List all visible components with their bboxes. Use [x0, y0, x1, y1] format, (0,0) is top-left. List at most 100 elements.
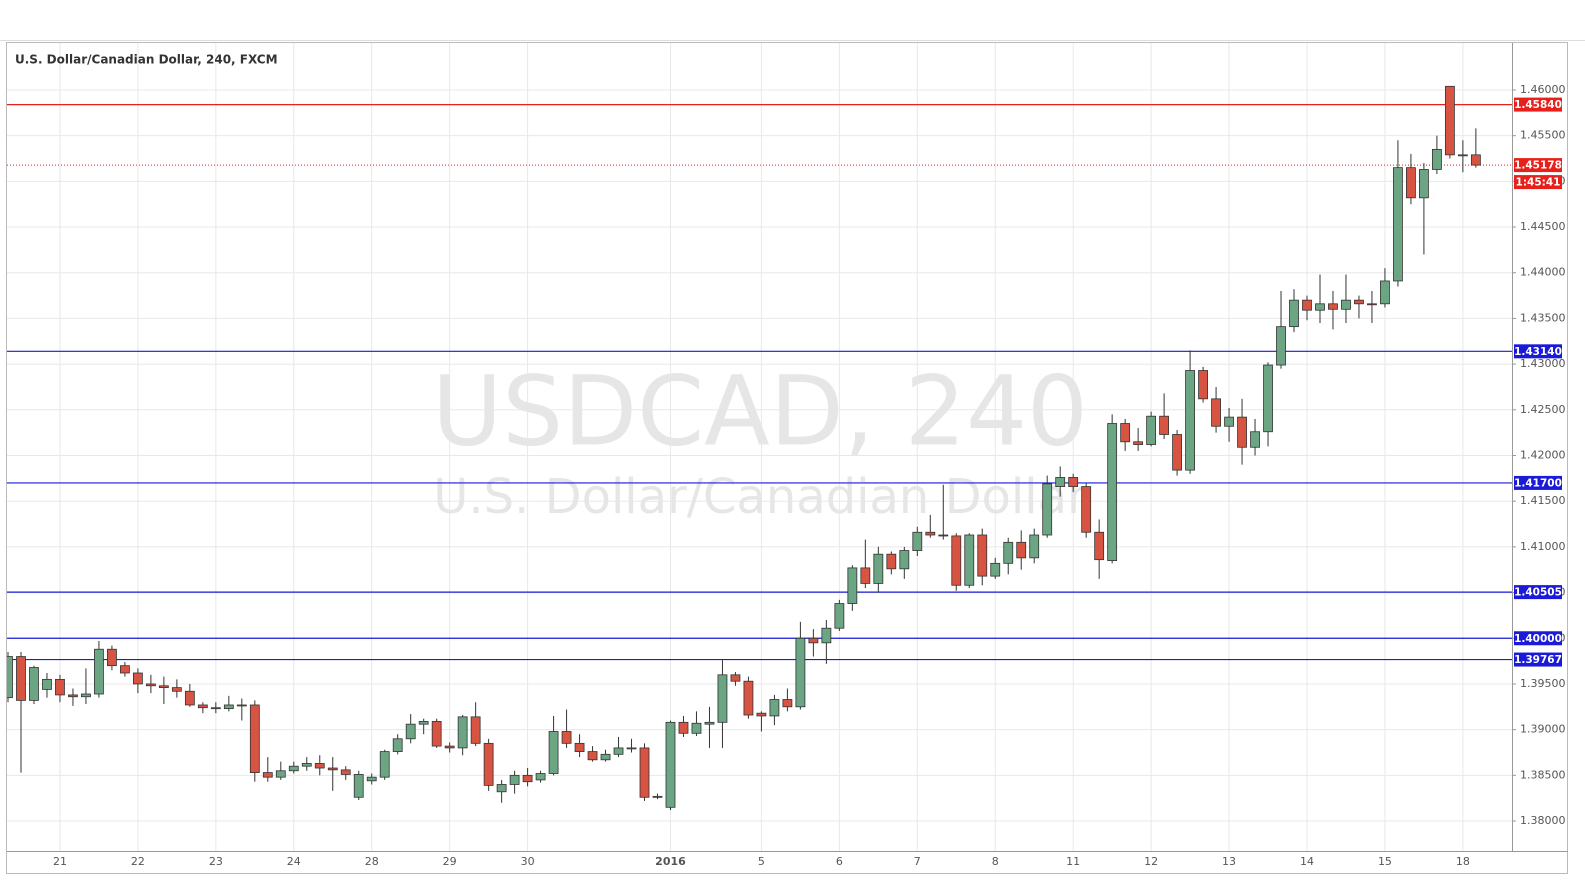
candle-body — [1419, 169, 1429, 199]
y-tick-label: 1.42500 — [1520, 403, 1566, 416]
candle-body — [1250, 431, 1260, 448]
candle-body — [691, 722, 702, 734]
candle-body — [730, 674, 741, 682]
y-tick-label: 1.43000 — [1520, 357, 1566, 370]
candle-body — [1393, 167, 1403, 282]
y-tick-label: 1.38000 — [1520, 814, 1566, 827]
candle-body — [431, 721, 442, 747]
price-label: 1.40505 — [1514, 587, 1562, 599]
candle-body — [223, 704, 234, 710]
candle-body — [1094, 531, 1105, 561]
price-label: 1.39767 — [1514, 654, 1562, 666]
candle-body — [1081, 486, 1092, 533]
price-label: 1.40000 — [1514, 633, 1562, 645]
candle-body — [275, 770, 286, 778]
candle-body — [314, 763, 325, 769]
y-tick-label: 1.41000 — [1520, 540, 1566, 553]
countdown: 1:45:41 — [1516, 177, 1561, 189]
candle-body — [873, 553, 884, 584]
candle-body — [1211, 398, 1221, 427]
candle-body — [29, 667, 39, 701]
candle-body — [1470, 154, 1481, 166]
candle-body — [509, 774, 520, 785]
candle-body — [1406, 167, 1416, 199]
candle-body — [1354, 299, 1364, 305]
candle-body — [821, 627, 832, 644]
x-tick-label: 21 — [53, 855, 67, 868]
x-tick-label: 29 — [443, 855, 457, 868]
x-tick-label: 13 — [1222, 855, 1236, 868]
candle-body — [808, 637, 819, 644]
candle-body — [236, 704, 247, 707]
candle-body — [197, 704, 208, 709]
candle-body — [665, 721, 676, 808]
y-tick-label: 1.45500 — [1520, 129, 1566, 142]
watermark: USDCAD, 240 — [432, 355, 1088, 467]
candle-body — [444, 745, 455, 749]
candle-body — [886, 553, 897, 570]
candle-body — [470, 716, 481, 744]
candle-body — [55, 678, 65, 696]
candle-body — [418, 721, 429, 725]
candle-body — [847, 567, 858, 604]
candle-body — [379, 751, 390, 778]
candle-body — [1328, 303, 1338, 310]
candle-body — [561, 731, 572, 744]
price-label-box — [1514, 158, 1562, 173]
candle-body — [678, 721, 689, 734]
candle-body — [1003, 541, 1014, 564]
price-label-box — [1514, 631, 1562, 646]
candle-body — [457, 716, 468, 749]
candle-body — [1457, 154, 1468, 157]
countdown-box — [1514, 175, 1562, 190]
candle-body — [262, 772, 273, 778]
candle-body — [7, 656, 13, 699]
candle-body — [938, 534, 949, 537]
candle-body — [1159, 415, 1170, 435]
y-tick-label: 1.42000 — [1520, 448, 1566, 461]
candles — [7, 85, 1481, 811]
candle-body — [81, 693, 91, 698]
candle-body — [652, 795, 663, 798]
watermark-subtitle: U.S. Dollar/Canadian Dollar — [433, 469, 1087, 525]
candle-body — [600, 753, 611, 761]
candle-body — [1432, 148, 1442, 170]
candle-body — [522, 774, 533, 783]
candle-body — [184, 690, 195, 706]
candle-body — [1444, 85, 1455, 156]
candle-body — [132, 672, 143, 685]
candle-body — [1172, 434, 1182, 471]
x-tick-label: 6 — [836, 855, 843, 868]
price-label: 1.41700 — [1514, 477, 1562, 489]
price-label-box — [1514, 585, 1562, 600]
candle-body — [977, 534, 988, 577]
candle-body — [639, 747, 650, 798]
x-tick-label: 30 — [521, 855, 535, 868]
candle-body — [1341, 299, 1351, 310]
candle-body — [1289, 299, 1299, 328]
y-tick-label: 1.38500 — [1520, 768, 1566, 781]
candle-body — [158, 685, 169, 689]
candle-body — [834, 603, 845, 629]
x-tick-label: 22 — [131, 855, 145, 868]
candle-body — [1185, 370, 1195, 471]
candle-body — [743, 680, 754, 716]
candle-body — [548, 731, 559, 774]
frame — [6, 42, 1568, 874]
x-tick-label: 15 — [1378, 855, 1392, 868]
candle-body — [94, 648, 104, 695]
candle-body — [535, 773, 546, 781]
candle-body — [795, 637, 806, 708]
candle-body — [951, 535, 962, 586]
price-label: 1.43140 — [1514, 346, 1562, 358]
x-tick-label: 5 — [758, 855, 765, 868]
candle-body — [301, 763, 312, 767]
candle-body — [1016, 541, 1027, 559]
candle-body — [912, 531, 923, 551]
candle-body — [1107, 423, 1118, 561]
axis-labels: 1.38000 1.38500 1.39000 1.39500 1.40000 1.405… — [53, 83, 1566, 868]
x-tick-label: 14 — [1300, 855, 1314, 868]
y-tick-label: 1.44500 — [1520, 220, 1566, 233]
